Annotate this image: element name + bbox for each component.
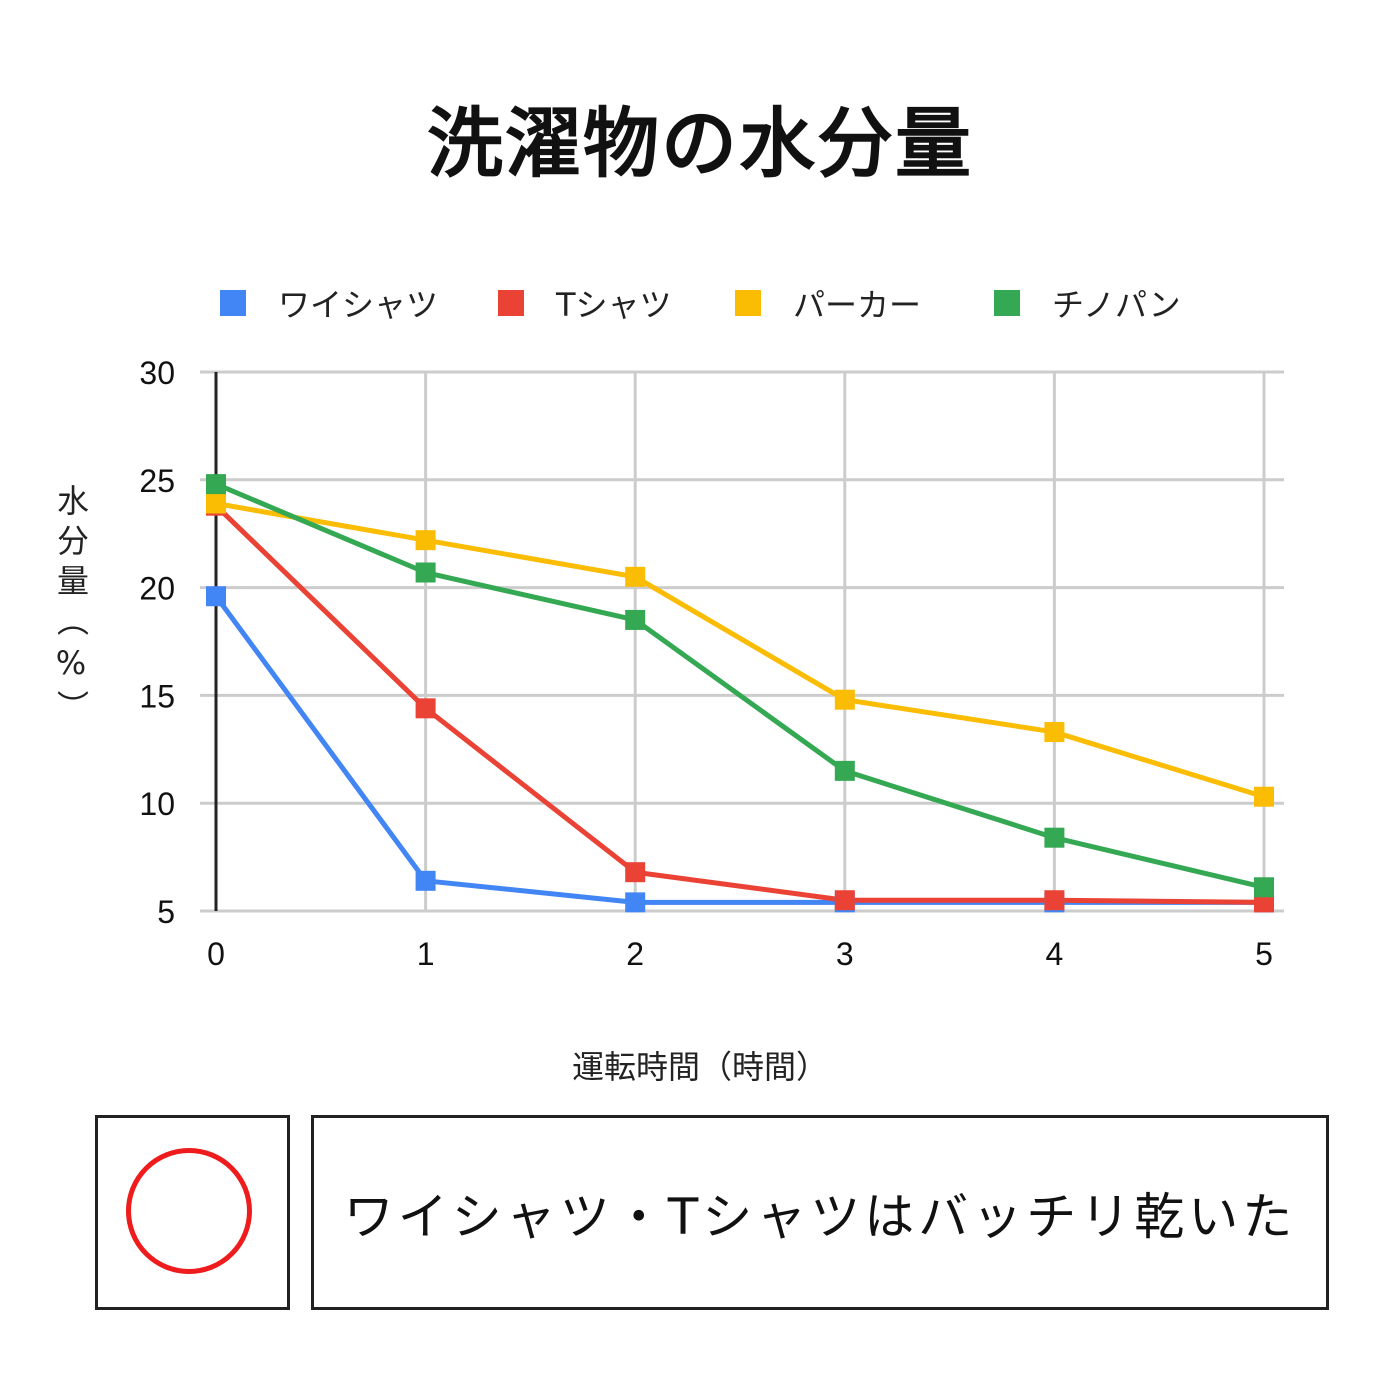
x-tick-label: 5 (1255, 936, 1273, 972)
x-tick-label: 4 (1046, 936, 1064, 972)
y-axis-label: 水分量（%） (52, 484, 90, 730)
x-tick-label: 3 (836, 936, 854, 972)
legend-swatch-parka (735, 290, 761, 316)
legend-item-chino: チノパン (994, 278, 1181, 328)
x-axis-label: 運転時間（時間） (571, 1048, 828, 1086)
data-point-chino (1254, 877, 1274, 898)
data-point-parka (206, 493, 226, 514)
data-point-tshirt (415, 698, 436, 719)
data-point-parka (625, 566, 646, 587)
legend-label-parka: パーカー (793, 286, 922, 324)
x-tick-label: 2 (626, 936, 644, 972)
data-point-chino (834, 760, 855, 781)
legend-label-shirt: ワイシャツ (278, 286, 439, 324)
verdict-circle-mark (126, 1148, 252, 1274)
data-point-tshirt (834, 890, 855, 911)
legend-swatch-chino (994, 290, 1020, 316)
x-tick-label: 0 (207, 936, 225, 972)
data-point-shirt (415, 870, 436, 891)
legend-item-tshirt: Tシャツ (498, 278, 672, 328)
data-point-chino (206, 474, 226, 495)
series-line-parka (215, 501, 1265, 800)
x-tick-label: 1 (417, 936, 435, 972)
y-tick-label: 20 (139, 571, 175, 607)
data-point-chino (1044, 827, 1065, 848)
data-point-shirt (625, 892, 646, 913)
y-tick-label: 15 (139, 678, 175, 714)
legend-swatch-shirt (220, 290, 246, 316)
series-line-tshirt (214, 503, 1265, 905)
chart-legend: ワイシャツ Tシャツ パーカー チノパン (0, 278, 1400, 328)
legend-swatch-tshirt (498, 290, 524, 316)
data-point-tshirt (625, 862, 646, 883)
data-point-chino (415, 562, 436, 583)
series-line-chino (215, 481, 1265, 890)
data-point-parka (834, 689, 855, 710)
legend-label-chino: チノパン (1052, 286, 1181, 324)
y-tick-label: 25 (139, 463, 175, 499)
legend-item-shirt: ワイシャツ (220, 278, 438, 328)
comment-box: ワイシャツ・Tシャツはバッチリ乾いた (311, 1115, 1329, 1310)
data-point-parka (1254, 786, 1274, 807)
comment-text: ワイシャツ・Tシャツはバッチリ乾いた (343, 1187, 1297, 1246)
y-tick-label: 30 (139, 355, 175, 391)
data-point-tshirt (1254, 892, 1274, 913)
data-point-parka (415, 530, 436, 551)
y-tick-label: 5 (157, 894, 175, 930)
legend-label-tshirt: Tシャツ (556, 286, 672, 324)
data-point-parka (1044, 722, 1065, 743)
data-point-tshirt (1044, 890, 1065, 911)
verdict-box (95, 1115, 290, 1310)
chart-title: 洗濯物の水分量 (427, 99, 973, 188)
y-tick-label: 10 (139, 786, 175, 822)
legend-item-parka: パーカー (735, 278, 921, 328)
data-point-chino (625, 609, 646, 630)
data-point-shirt (206, 586, 226, 607)
